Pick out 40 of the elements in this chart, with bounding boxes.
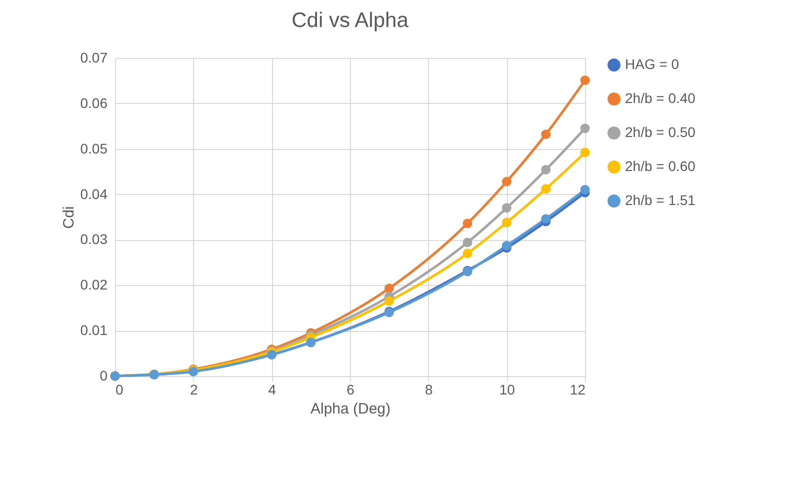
point — [580, 148, 590, 158]
point — [462, 248, 472, 258]
chart-title: Cdi vs Alpha — [292, 9, 409, 32]
point — [580, 76, 590, 85]
point — [541, 184, 551, 194]
x-tick-label: 12 — [570, 382, 586, 398]
point — [502, 176, 512, 186]
y-tick-label: 0.03 — [80, 231, 108, 248]
y-tick-label: 0.01 — [80, 322, 108, 338]
y-tick-label: 0.06 — [80, 94, 108, 111]
y-tick-label: 0.05 — [80, 140, 108, 156]
y-axis-title: Cdi — [60, 206, 78, 229]
y-tick-label: 0.02 — [80, 276, 108, 293]
legend-label: 2h/b = 0.60 — [625, 158, 696, 174]
x-tick-label: 0 — [116, 382, 124, 398]
point — [502, 218, 512, 228]
point — [384, 296, 394, 306]
point — [580, 185, 590, 194]
y-tick-label: 0.07 — [80, 50, 108, 66]
point — [541, 165, 551, 174]
x-axis-title: Alpha (Deg) — [310, 400, 391, 418]
point — [462, 218, 472, 228]
x-tick-label: 2 — [190, 382, 198, 398]
point — [580, 124, 590, 134]
point — [502, 203, 512, 213]
legend-label: 2h/b = 0.50 — [625, 124, 696, 140]
x-tick-label: 4 — [268, 382, 276, 398]
x-tick-label: 6 — [346, 382, 355, 398]
legend-label: HAG = 0 — [625, 56, 680, 72]
x-tick-label: 10 — [499, 382, 516, 398]
point — [462, 238, 472, 248]
point — [541, 214, 551, 224]
point — [541, 130, 551, 140]
x-tick-label: 8 — [424, 382, 433, 398]
y-tick-label: 0 — [100, 368, 108, 384]
point — [502, 240, 512, 250]
legend-label: 2h/b = 0.40 — [625, 90, 696, 106]
point — [384, 284, 394, 294]
y-tick-label: 0.04 — [80, 186, 108, 202]
legend-label: 2h/b = 1.51 — [625, 192, 696, 208]
